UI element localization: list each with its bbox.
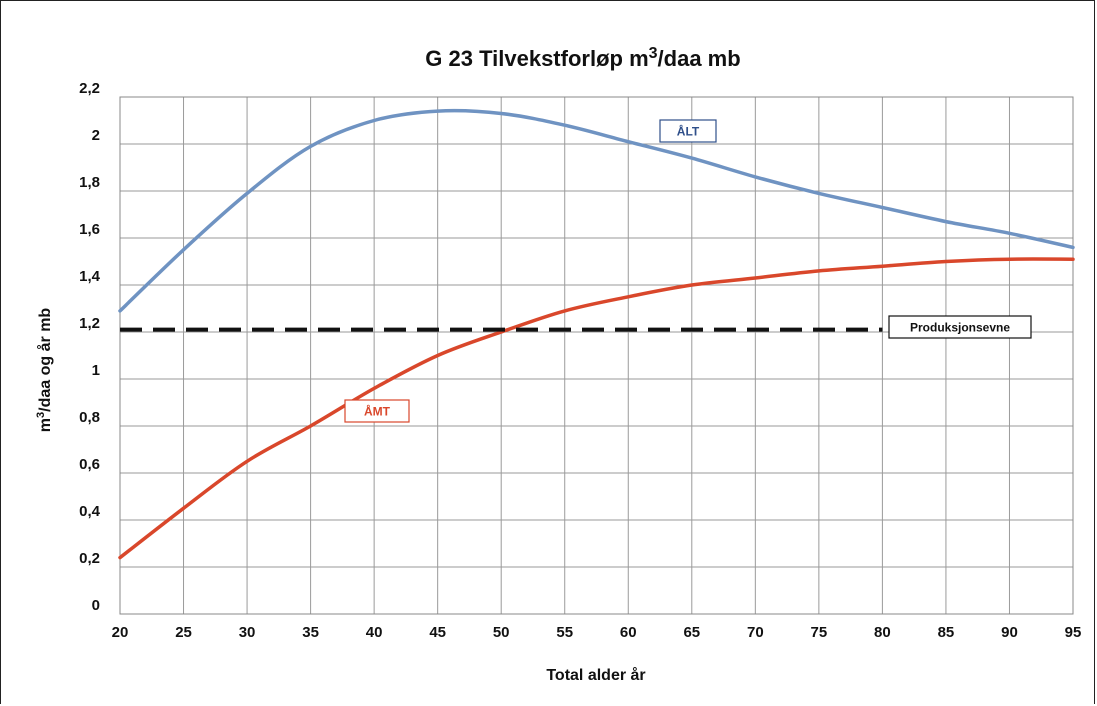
x-tick-label: 25 bbox=[175, 624, 192, 641]
x-axis-ticks: 20 25 30 35 40 45 50 55 60 65 70 75 80 85 90 95 bbox=[112, 624, 1082, 641]
series-lines bbox=[118, 108, 1075, 560]
y-tick-label: 0,6 bbox=[79, 456, 100, 473]
y-tick-label: 1,8 bbox=[79, 174, 100, 191]
x-tick-label: 85 bbox=[938, 624, 955, 641]
series-label: ÅMT bbox=[344, 399, 410, 423]
x-tick-label: 35 bbox=[302, 624, 319, 641]
y-tick-label: 0,2 bbox=[79, 550, 100, 567]
y-tick-label: 1,6 bbox=[79, 221, 100, 238]
series-label: ÅLT bbox=[659, 119, 717, 143]
x-tick-label: 50 bbox=[493, 624, 510, 641]
chart-title: G 23 Tilvekstforløp m3/daa mb bbox=[425, 45, 740, 71]
series-label-text: Produksjonsevne bbox=[910, 321, 1010, 335]
x-tick-label: 60 bbox=[620, 624, 637, 641]
series-label: Produksjonsevne bbox=[888, 315, 1032, 339]
x-tick-label: 40 bbox=[366, 624, 383, 641]
series-label-box bbox=[888, 315, 1032, 339]
x-tick-label: 45 bbox=[429, 624, 446, 641]
y-tick-label: 1,2 bbox=[79, 315, 100, 332]
y-axis-ticks: 0 0,2 0,4 0,6 0,8 1 1,2 1,4 1,6 1,8 2 2,2 bbox=[79, 80, 101, 614]
series-labels: ÅLT ÅMT Produksjonsevne bbox=[344, 119, 1032, 423]
series-label-box bbox=[344, 399, 410, 423]
y-tick-label: 0 bbox=[92, 597, 100, 614]
series-label-box bbox=[659, 119, 717, 143]
x-axis-label: Total alder år bbox=[546, 666, 645, 684]
x-tick-label: 30 bbox=[239, 624, 256, 641]
y-tick-label: 0,4 bbox=[79, 503, 101, 520]
x-tick-label: 95 bbox=[1065, 624, 1082, 641]
y-tick-label: 2 bbox=[92, 127, 100, 144]
series-label-text: ÅMT bbox=[364, 404, 391, 419]
series-line--mt bbox=[118, 257, 1075, 560]
x-tick-label: 20 bbox=[112, 624, 129, 641]
y-tick-label: 1 bbox=[92, 362, 100, 379]
series-line--lt bbox=[118, 108, 1075, 313]
plot-area-border bbox=[119, 96, 1074, 615]
series-label-text: ÅLT bbox=[677, 124, 700, 139]
y-tick-label: 1,4 bbox=[79, 268, 101, 285]
x-tick-label: 80 bbox=[874, 624, 891, 641]
x-tick-label: 70 bbox=[747, 624, 764, 641]
x-tick-label: 55 bbox=[556, 624, 573, 641]
y-tick-label: 2,2 bbox=[79, 80, 100, 97]
x-tick-label: 65 bbox=[683, 624, 700, 641]
y-axis-label: m3/daa og år mb bbox=[35, 308, 54, 433]
x-tick-label: 75 bbox=[811, 624, 828, 641]
grid bbox=[119, 96, 1074, 615]
y-tick-label: 0,8 bbox=[79, 409, 100, 426]
x-tick-label: 90 bbox=[1001, 624, 1018, 641]
